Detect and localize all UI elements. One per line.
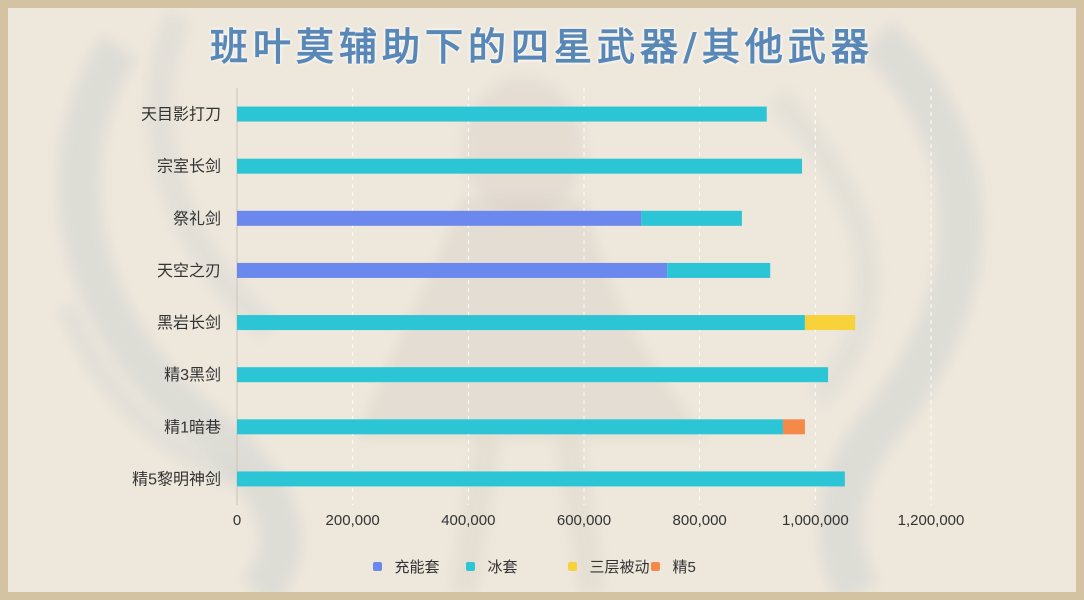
legend-marker <box>650 561 660 571</box>
bar-row-4-series-2 <box>667 262 771 278</box>
x-tick-label: 1,200,000 <box>898 512 965 529</box>
bar-row-6-series-2 <box>237 367 829 383</box>
bar-row-5-series-3 <box>804 315 856 331</box>
x-tick-label: 0 <box>233 512 241 529</box>
y-category-label: 天目影打刀 <box>141 106 221 124</box>
y-category-label: 天空之刃 <box>157 262 221 280</box>
y-category-label: 宗室长剑 <box>157 158 221 176</box>
legend-marker <box>465 561 475 571</box>
bar-row-8-series-2 <box>237 471 845 487</box>
x-axis-labels: 0 200,000 400,000 600,000 800,000 1,000,000 1,… <box>233 512 965 529</box>
bar-row-1-series-2 <box>237 106 767 122</box>
legend-marker <box>372 561 382 571</box>
legend-label: 充能套 <box>394 558 440 576</box>
legend-label: 精5 <box>672 558 696 576</box>
y-category-label: 精5黎明神剑 <box>132 470 221 488</box>
legend-item-1[interactable]: 充能套 <box>372 557 440 576</box>
legend-item-4[interactable]: 精5 <box>650 557 696 576</box>
bar-row-4-series-1 <box>237 262 668 278</box>
y-category-label: 精3黑剑 <box>164 366 221 384</box>
y-category-label: 精1暗巷 <box>164 418 221 436</box>
bar-row-7-series-4 <box>782 419 805 435</box>
legend-marker <box>567 561 577 571</box>
chart-title: 班叶莫辅助下的四星武器/其他武器 <box>210 24 874 69</box>
bars <box>237 106 856 487</box>
x-tick-label: 400,000 <box>441 512 495 529</box>
bar-row-3-series-2 <box>641 210 742 226</box>
legend-label: 冰套 <box>487 558 518 576</box>
bar-row-2-series-2 <box>237 158 803 174</box>
x-tick-label: 600,000 <box>557 512 611 529</box>
legend-item-3[interactable]: 三层被动 <box>567 557 650 576</box>
y-category-label: 黑岩长剑 <box>157 314 221 332</box>
bar-row-7-series-2 <box>237 419 783 435</box>
gridlines <box>352 88 932 505</box>
legend-item-2[interactable]: 冰套 <box>465 557 518 576</box>
x-tick-label: 1,000,000 <box>782 512 849 529</box>
x-tick-label: 200,000 <box>326 512 380 529</box>
y-category-label: 祭礼剑 <box>173 210 221 228</box>
bar-row-3-series-1 <box>237 210 642 226</box>
chart-panel <box>8 8 1076 592</box>
legend-label: 三层被动 <box>589 558 650 576</box>
x-tick-label: 800,000 <box>673 512 727 529</box>
bar-row-5-series-2 <box>237 315 805 331</box>
